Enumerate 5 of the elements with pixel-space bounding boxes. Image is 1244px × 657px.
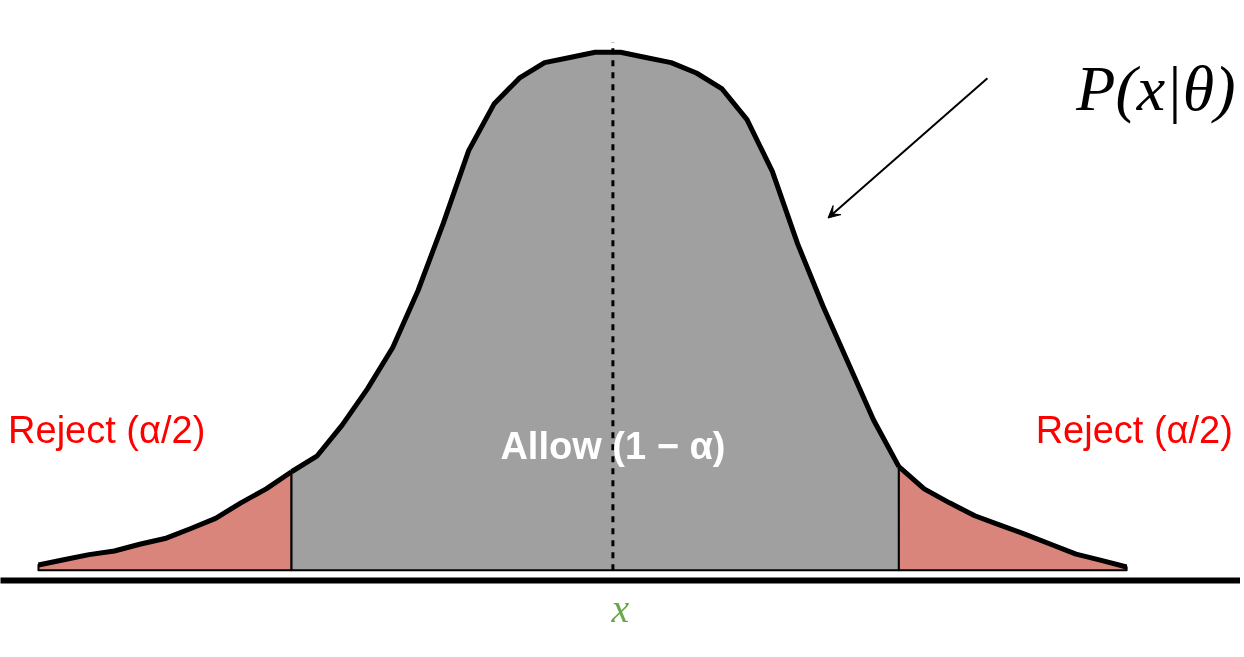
annotation: Reject (α/2) (8, 409, 206, 452)
annotation: Reject (α/2) (1035, 409, 1233, 452)
annotation: P(x|θ) (1075, 53, 1236, 125)
x-axis-title: x (610, 585, 630, 631)
annotation: Allow (1 − α) (500, 424, 726, 467)
